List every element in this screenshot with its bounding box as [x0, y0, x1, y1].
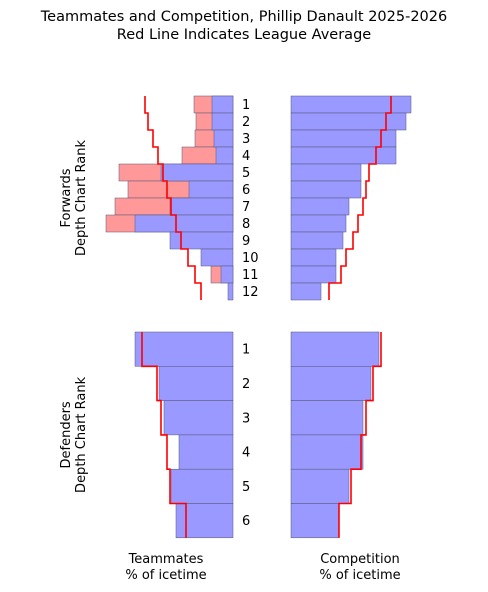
teammates-axis-label-line-1: Teammates [128, 552, 204, 567]
forwards-rank-label: 12 [242, 285, 259, 300]
forwards-teammates-blue-bar [211, 95, 234, 114]
defenders-ylabel-line-1: Defenders [59, 401, 74, 468]
forwards-teammates-blue-bar [188, 180, 234, 199]
forwards-rank-label: 6 [242, 183, 250, 198]
forwards-teammates-blue-bar [200, 248, 234, 267]
chart-title-line-2: Red Line Indicates League Average [116, 27, 372, 43]
forwards-competition-blue-bar [290, 231, 344, 250]
chart-title-line-1: Teammates and Competition, Phillip Danau… [40, 9, 448, 25]
defenders-teammates-league-average-line [141, 332, 187, 538]
defenders-competition-blue-bar [290, 503, 340, 539]
forwards-competition-blue-bar [290, 248, 337, 267]
forwards-competition-blue-bar [290, 146, 397, 165]
defenders-teammates-blue-bar [134, 331, 234, 367]
defenders-teammates-blue-bar [170, 468, 234, 504]
defenders-rank-label: 6 [242, 514, 250, 529]
forwards-teammates-blue-bar [160, 163, 234, 182]
defenders-rank-label: 2 [242, 377, 250, 392]
competition-axis-label-line-2: % of icetime [319, 568, 401, 583]
forwards-rank-label: 11 [242, 268, 259, 283]
forwards-teammates-blue-bar [220, 265, 234, 284]
defenders-teammates-blue-bar [163, 400, 234, 436]
forwards-rank-label: 7 [242, 200, 250, 215]
defenders-competition-league-average-line [338, 332, 382, 538]
forwards-competition-blue-bar [290, 180, 362, 199]
defenders-teammates-blue-bar [175, 503, 234, 539]
defenders-ylabel-line-2: Depth Chart Rank [74, 376, 89, 493]
forwards-teammates-blue-bar [169, 197, 234, 216]
defenders-competition-blue-bar [290, 331, 380, 367]
defenders-panel: 1 2 3 4 5 6 Defenders Depth Chart Rank [59, 331, 382, 539]
competition-axis-label-line-1: Competition [320, 552, 400, 567]
defenders-competition-blue-bar [290, 400, 364, 436]
defenders-rank-label: 3 [242, 411, 250, 426]
forwards-rank-label: 9 [242, 234, 250, 249]
forwards-teammates-blue-bar [215, 146, 234, 165]
forwards-rank-label: 8 [242, 217, 250, 232]
forwards-competition-blue-bar [290, 197, 350, 216]
forwards-teammates-blue-bar [134, 214, 234, 233]
defenders-teammates-blue-bar [178, 434, 234, 470]
forwards-rank-label: 3 [242, 132, 250, 147]
defenders-competition-blue-bar [290, 366, 372, 401]
defenders-teammates-blue-bar [158, 366, 234, 401]
forwards-competition-blue-bar [290, 282, 322, 301]
forwards-competition-blue-bar [290, 163, 362, 182]
forwards-teammates-blue-bar [211, 112, 234, 131]
forwards-competition-blue-bar [290, 112, 407, 131]
forwards-teammates-league-average-line [144, 96, 202, 300]
forwards-rank-label: 2 [242, 115, 250, 130]
defenders-rank-label: 5 [242, 480, 250, 495]
forwards-competition-league-average-line [328, 96, 392, 300]
forwards-teammates-blue-bar [227, 282, 234, 301]
teammates-axis-label: Teammates % of icetime [106, 552, 226, 584]
forwards-competition-blue-bar [290, 95, 412, 114]
forwards-rank-label: 4 [242, 149, 250, 164]
teammates-axis-label-line-2: % of icetime [125, 568, 207, 583]
forwards-competition-blue-bar [290, 214, 347, 233]
forwards-rank-label: 10 [242, 251, 259, 266]
forwards-teammates-blue-bar [213, 129, 234, 148]
defenders-competition-blue-bar [290, 468, 350, 504]
defenders-competition-blue-bar [290, 434, 364, 470]
defenders-rank-label: 1 [242, 343, 250, 358]
forwards-ylabel-line-1: Forwards [59, 168, 74, 227]
forwards-rank-label: 5 [242, 166, 250, 181]
defenders-rank-label: 4 [242, 446, 250, 461]
forwards-rank-label: 1 [242, 98, 250, 113]
forwards-ylabel-line-2: Depth Chart Rank [74, 140, 89, 257]
forwards-teammates-blue-bar [169, 231, 234, 250]
forwards-competition-blue-bar [290, 265, 337, 284]
competition-axis-label: Competition % of icetime [300, 552, 420, 584]
